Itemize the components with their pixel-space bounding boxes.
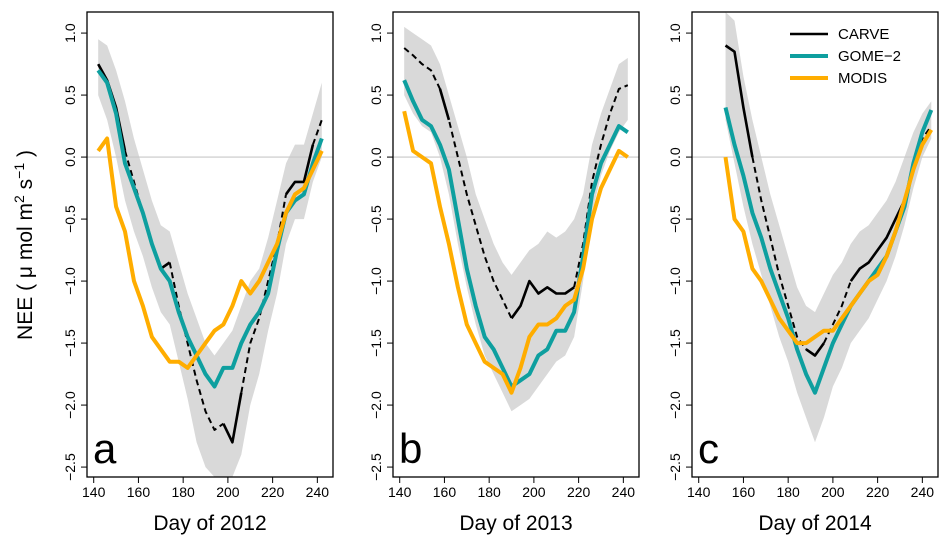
y-axis-label: NEE ( μ mol m2 s−1 ) — [11, 150, 37, 340]
y-tick-label: 1.0 — [62, 23, 78, 43]
series-line — [724, 44, 906, 357]
y-label-part: s — [14, 179, 37, 195]
y-label-sup: 2 — [11, 195, 27, 203]
x-tick-label: 220 — [866, 484, 890, 500]
y-tick-label: 0.0 — [667, 147, 683, 167]
y-tick-label: −2.0 — [368, 391, 384, 419]
y-tick-label: −0.5 — [667, 205, 683, 233]
y-tick-label: −1.5 — [368, 329, 384, 357]
y-tick-label: −2.0 — [62, 391, 78, 419]
legend-label: CARVE — [838, 26, 889, 43]
plot-area — [692, 12, 938, 443]
legend-label: MODIS — [838, 70, 887, 87]
panel-label: b — [399, 425, 422, 472]
x-tick-label: 180 — [171, 484, 195, 500]
x-axis-label: Day of 2013 — [459, 512, 572, 535]
x-tick-label: 160 — [433, 484, 457, 500]
x-tick-label: 140 — [82, 484, 106, 500]
carve-gapfill-line — [124, 119, 323, 431]
x-tick-label: 220 — [567, 484, 591, 500]
y-tick-label: −2.5 — [368, 453, 384, 481]
plot-frame — [691, 11, 939, 478]
x-tick-label: 240 — [911, 484, 935, 500]
y-tick-label: −1.5 — [62, 329, 78, 357]
series-line — [96, 136, 324, 370]
x-axis-label: Day of 2014 — [758, 512, 872, 535]
y-tick-label: −1.0 — [62, 267, 78, 295]
y-tick-label: −0.5 — [368, 205, 384, 233]
y-tick-label: −1.5 — [667, 329, 683, 357]
series-line — [402, 110, 629, 395]
x-tick-label: 160 — [127, 484, 151, 500]
plot-frame — [392, 11, 640, 478]
y-tick-label: −1.0 — [667, 267, 683, 295]
y-tick-label: −1.0 — [368, 267, 384, 295]
x-tick-label: 240 — [612, 484, 636, 500]
plot-area — [393, 26, 639, 412]
y-tick-label: 0.5 — [368, 85, 384, 105]
y-tick-label: 0.0 — [368, 147, 384, 167]
x-tick-label: 160 — [732, 484, 756, 500]
x-tick-label: 140 — [687, 484, 711, 500]
x-tick-label: 180 — [477, 484, 501, 500]
y-tick-label: −2.5 — [667, 453, 683, 481]
x-tick-label: 200 — [522, 484, 546, 500]
carve-gapfill-line — [751, 125, 933, 350]
plot-frame — [86, 11, 334, 478]
x-axis-label: Day of 2012 — [153, 512, 266, 535]
x-tick-label: 220 — [261, 484, 285, 500]
y-label-part: NEE ( μ mol m — [14, 203, 37, 340]
y-tick-label: −2.0 — [667, 391, 683, 419]
y-tick-label: 1.0 — [368, 23, 384, 43]
legend-label: GOME−2 — [838, 48, 901, 65]
y-label-sup: −1 — [11, 163, 27, 179]
panel-label: a — [93, 425, 117, 472]
plot-area — [87, 39, 333, 477]
x-tick-label: 200 — [821, 484, 845, 500]
y-tick-label: 0.0 — [62, 147, 78, 167]
x-tick-label: 180 — [776, 484, 800, 500]
y-tick-label: −0.5 — [62, 205, 78, 233]
y-label-part: ) — [14, 150, 37, 163]
y-tick-label: 0.5 — [667, 85, 683, 105]
x-tick-label: 140 — [388, 484, 412, 500]
x-tick-label: 200 — [216, 484, 240, 500]
y-tick-label: −2.5 — [62, 453, 78, 481]
panel-label: c — [698, 425, 719, 472]
series-line — [438, 88, 575, 320]
x-tick-label: 240 — [306, 484, 330, 500]
series-line — [723, 128, 934, 346]
y-tick-label: 0.5 — [62, 85, 78, 105]
y-tick-label: 1.0 — [667, 23, 683, 43]
